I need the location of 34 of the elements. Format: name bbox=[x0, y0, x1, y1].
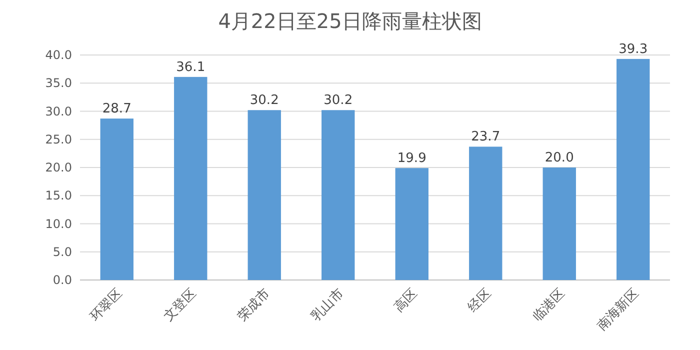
x-tick-label: 荣成市 bbox=[235, 286, 274, 324]
x-tick-label: 经区 bbox=[465, 286, 494, 316]
bar bbox=[100, 118, 134, 280]
x-tick-label: 乳山市 bbox=[308, 286, 347, 324]
data-label: 30.2 bbox=[324, 93, 353, 108]
chart-title: 4月22日至25日降雨量柱状图 bbox=[218, 9, 482, 33]
data-label: 30.2 bbox=[250, 93, 279, 108]
data-label: 28.7 bbox=[102, 102, 132, 117]
y-tick-label: 15.0 bbox=[45, 188, 72, 203]
y-tick-label: 0.0 bbox=[52, 273, 72, 287]
data-label: 36.1 bbox=[176, 60, 206, 75]
data-label: 19.9 bbox=[397, 151, 426, 166]
y-tick-label: 10.0 bbox=[45, 216, 72, 231]
bar bbox=[248, 110, 281, 280]
data-label: 39.3 bbox=[618, 42, 648, 57]
bar bbox=[616, 58, 650, 280]
x-tick-label: 临港区 bbox=[530, 286, 568, 324]
bar bbox=[469, 146, 502, 280]
y-tick-label: 40.0 bbox=[45, 48, 72, 62]
x-tick-label: 南海新区 bbox=[594, 286, 642, 334]
y-tick-label: 5.0 bbox=[52, 244, 72, 259]
y-tick-label: 20.0 bbox=[45, 160, 72, 174]
y-tick-label: 35.0 bbox=[45, 76, 72, 90]
x-tick-label: 文登区 bbox=[161, 286, 200, 324]
data-label: 20.0 bbox=[544, 150, 574, 166]
x-tick-label: 高区 bbox=[391, 286, 421, 316]
bar bbox=[395, 168, 428, 280]
bar bbox=[322, 110, 355, 280]
bar bbox=[174, 76, 208, 280]
bar bbox=[542, 168, 576, 280]
y-tick-label: 25.0 bbox=[45, 132, 72, 146]
data-label: 23.7 bbox=[471, 130, 500, 145]
x-tick-label: 环翠区 bbox=[88, 286, 126, 324]
y-tick-label: 30.0 bbox=[45, 104, 72, 118]
